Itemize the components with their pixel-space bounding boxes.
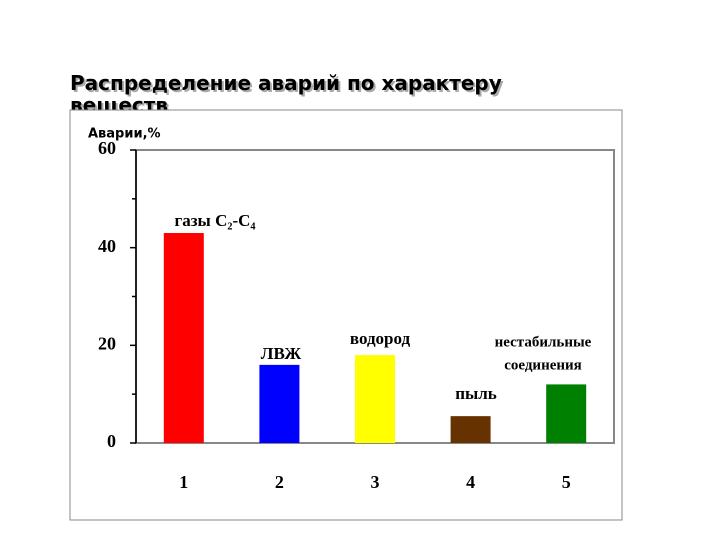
x-tick-label: 5 xyxy=(562,472,571,492)
bar-label: пыль xyxy=(455,384,497,403)
x-tick-label: 1 xyxy=(179,472,188,492)
chart-frame xyxy=(69,109,623,521)
bar xyxy=(163,233,204,443)
bar xyxy=(450,416,491,443)
x-tick-label: 3 xyxy=(371,472,380,492)
bar xyxy=(355,355,395,443)
x-tick-label: 2 xyxy=(275,472,284,492)
bar-label: водород xyxy=(350,329,411,348)
bar xyxy=(546,384,587,443)
y-axis-label: Аварии,% xyxy=(88,127,161,142)
bar-label: ЛВЖ xyxy=(261,344,302,363)
y-tick-label: 0 xyxy=(107,431,116,451)
x-tick-label: 4 xyxy=(466,472,475,492)
bar xyxy=(259,364,300,443)
y-tick-label: 60 xyxy=(98,138,116,158)
bar-label: нестабильные xyxy=(495,334,592,350)
bar-label: соединения xyxy=(504,357,582,373)
bar-label: газы C₂-C₄ xyxy=(175,211,256,230)
y-tick-label: 40 xyxy=(98,236,116,256)
y-tick-label: 20 xyxy=(98,333,116,353)
chart-title: Распределение аварий по характеру веществ xyxy=(70,71,502,117)
